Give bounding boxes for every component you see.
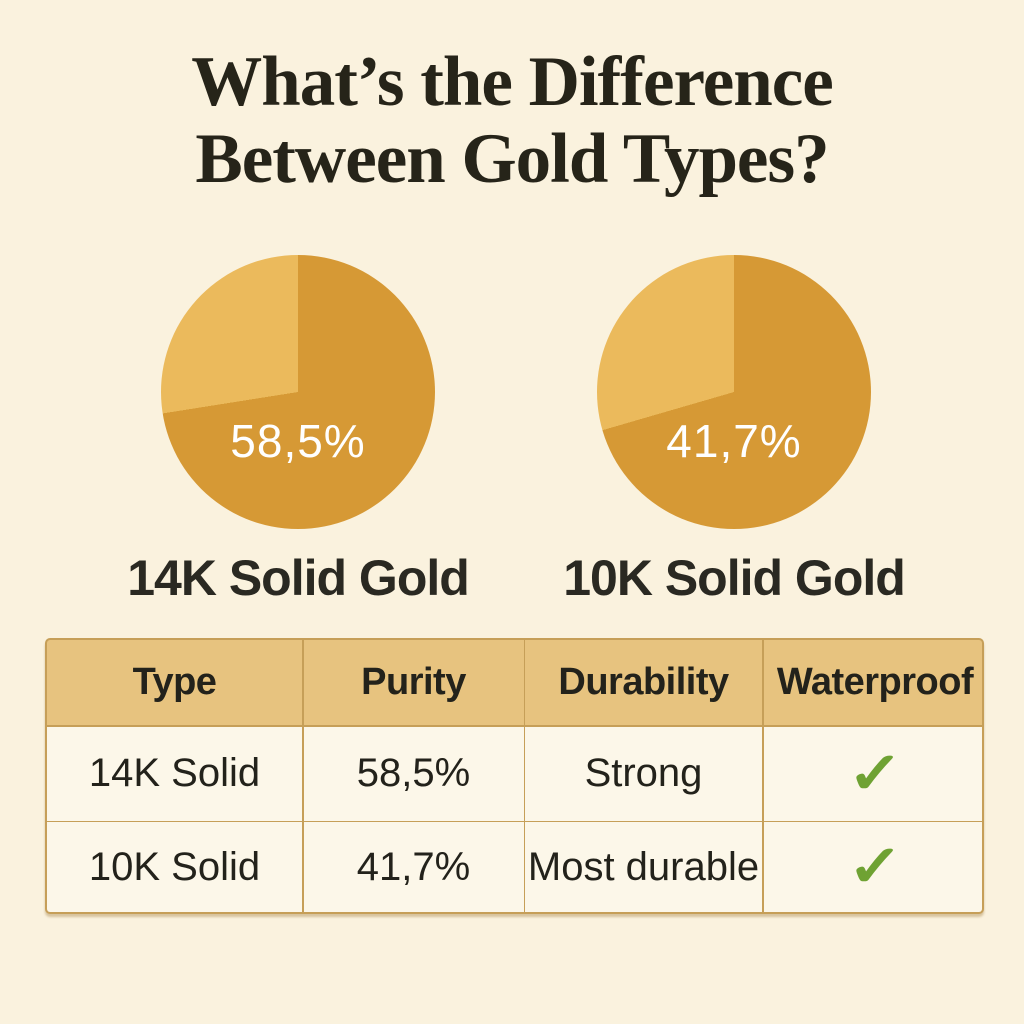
row-14k-type-cell: 14K Solid	[47, 726, 302, 821]
pie-caption-14k: 14K Solid Gold	[127, 550, 470, 606]
row-10k-durability-cell: Most durable	[525, 822, 762, 912]
row-14k-waterproof-cell: ✓	[763, 726, 982, 821]
row-14k-purity-cell: 58,5%	[303, 726, 524, 821]
pie-figure-14k: 58,5% 14K Solid Gold	[68, 255, 528, 607]
header-cell-purity: Purity	[303, 640, 524, 725]
pie-chart-14k: 58,5%	[161, 255, 435, 529]
pie-percentage-label-14k: 58,5%	[230, 415, 366, 468]
pie-chart-10k: 41,7%	[597, 255, 871, 529]
page-title-line-1: What’s the Difference	[191, 43, 833, 121]
row-10k-waterproof-cell: ✓	[763, 822, 982, 912]
header-cell-type: Type	[47, 640, 302, 725]
check-icon: ✓	[847, 740, 903, 806]
row-10k-type-cell: 10K Solid	[47, 822, 302, 912]
header-cell-waterproof: Waterproof	[763, 640, 982, 725]
pie-figure-10k: 41,7% 10K Solid Gold	[504, 255, 964, 607]
comparison-table: Type Purity Durability Waterproof 14K So…	[45, 638, 984, 914]
page-title-line-2: Between Gold Types?	[195, 120, 829, 199]
pie-caption-10k: 10K Solid Gold	[563, 550, 906, 606]
row-10k-purity-cell: 41,7%	[303, 822, 524, 912]
row-14k-durability-cell: Strong	[525, 726, 762, 821]
pie-percentage-label-10k: 41,7%	[666, 415, 802, 468]
page-title: What’s the Difference Between Gold Types…	[0, 43, 1024, 199]
check-icon: ✓	[847, 834, 903, 899]
header-cell-durability: Durability	[525, 640, 762, 725]
